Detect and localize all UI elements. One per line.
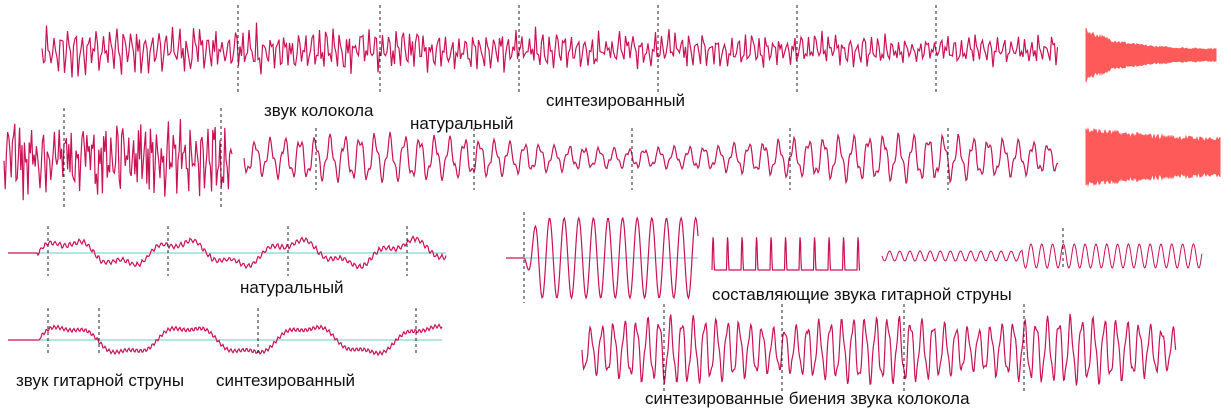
guitar-natural-waveform (8, 235, 447, 270)
bell-beats-waveform (581, 313, 1177, 386)
component-3-waveform (881, 243, 1203, 269)
label-guitar-synthesized: синтезированный (216, 371, 356, 390)
bell-natural-waveform-group (41, 5, 1059, 95)
label-bell-natural: натуральный (410, 114, 514, 133)
label-bell-sound: звук колокола (264, 101, 374, 120)
bell-natural-markers (237, 5, 937, 95)
bell-beats-markers (663, 304, 1025, 392)
component-1-waveform (506, 216, 699, 300)
label-bell-beats: синтезированные биения звука колокола (645, 389, 970, 408)
bell-synth-right-group (243, 128, 1059, 190)
bell-natural-waveform (41, 22, 1059, 78)
guitar-synth-waveform (8, 323, 443, 357)
guitar-natural-markers (47, 226, 408, 276)
bell-synth-sustain-markers (315, 128, 949, 190)
bell-synth-left-group (3, 108, 233, 210)
label-guitar-components: составляющие звука гитарной струны (712, 285, 1012, 304)
label-guitar-sound: звук гитарной струны (16, 371, 185, 390)
label-bell-synthesized: синтезированный (546, 91, 686, 110)
bell-natural-envelope (1085, 27, 1217, 83)
label-guitar-natural: натуральный (240, 278, 344, 297)
bell-synth-sustain-waveform (243, 131, 1059, 185)
bell-synth-envelope (1085, 126, 1221, 188)
component-2-pulse-waveform (711, 237, 861, 271)
bell-synth-attack-markers (63, 108, 222, 210)
bell-synth-attack-waveform (3, 119, 233, 201)
guitar-synth-markers (47, 308, 417, 356)
